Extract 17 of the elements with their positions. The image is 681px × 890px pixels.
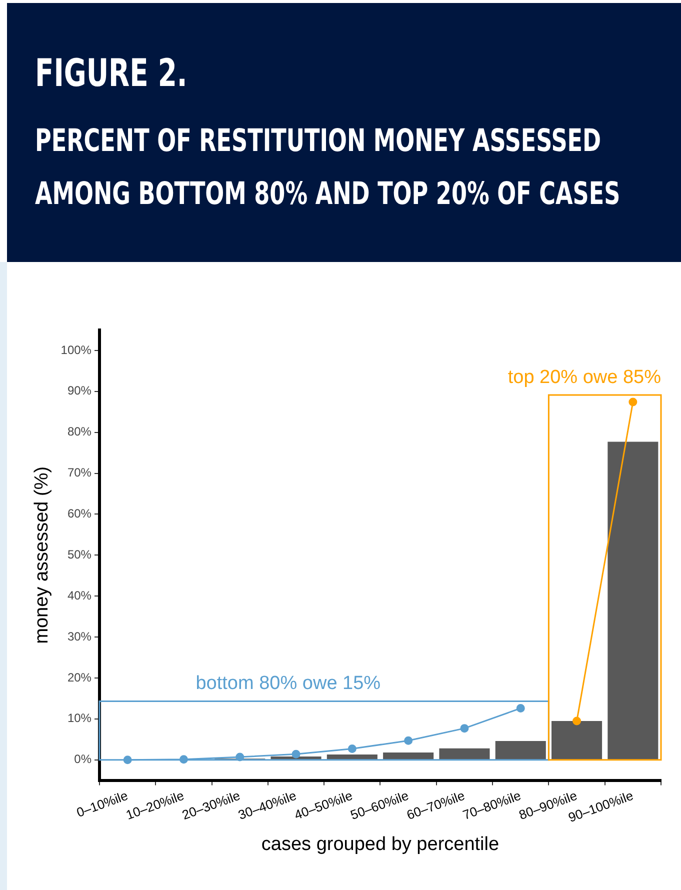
chart-subtitle: PERCENT OF RESTITUTION MONEY ASSESSED AMONG BOTTOM 80% AND TOP 20% OF CASES [35,122,622,214]
y-tick-label: 50% [67,547,92,562]
y-tick-label: 40% [67,588,92,602]
y-tick-label: 70% [67,466,92,480]
y-tick-label: 80% [67,424,92,439]
annotation: top 20% owe 85% [508,366,662,388]
y-axis-title: money assessed (%) [32,466,53,644]
y-tick-label: 90% [67,384,92,398]
y-tick-label: 60% [67,506,92,521]
annotation: bottom 80% owe 15% [196,672,381,694]
y-tick-label: 0% [74,752,92,766]
chart-title: FIGURE 2. [35,51,188,95]
y-tick-label: 20% [67,670,92,684]
y-tick-label: 100% [60,342,92,357]
x-axis-title: cases grouped by percentile [261,834,500,855]
y-tick-label: 30% [67,629,92,644]
y-tick-label: 10% [67,711,92,726]
